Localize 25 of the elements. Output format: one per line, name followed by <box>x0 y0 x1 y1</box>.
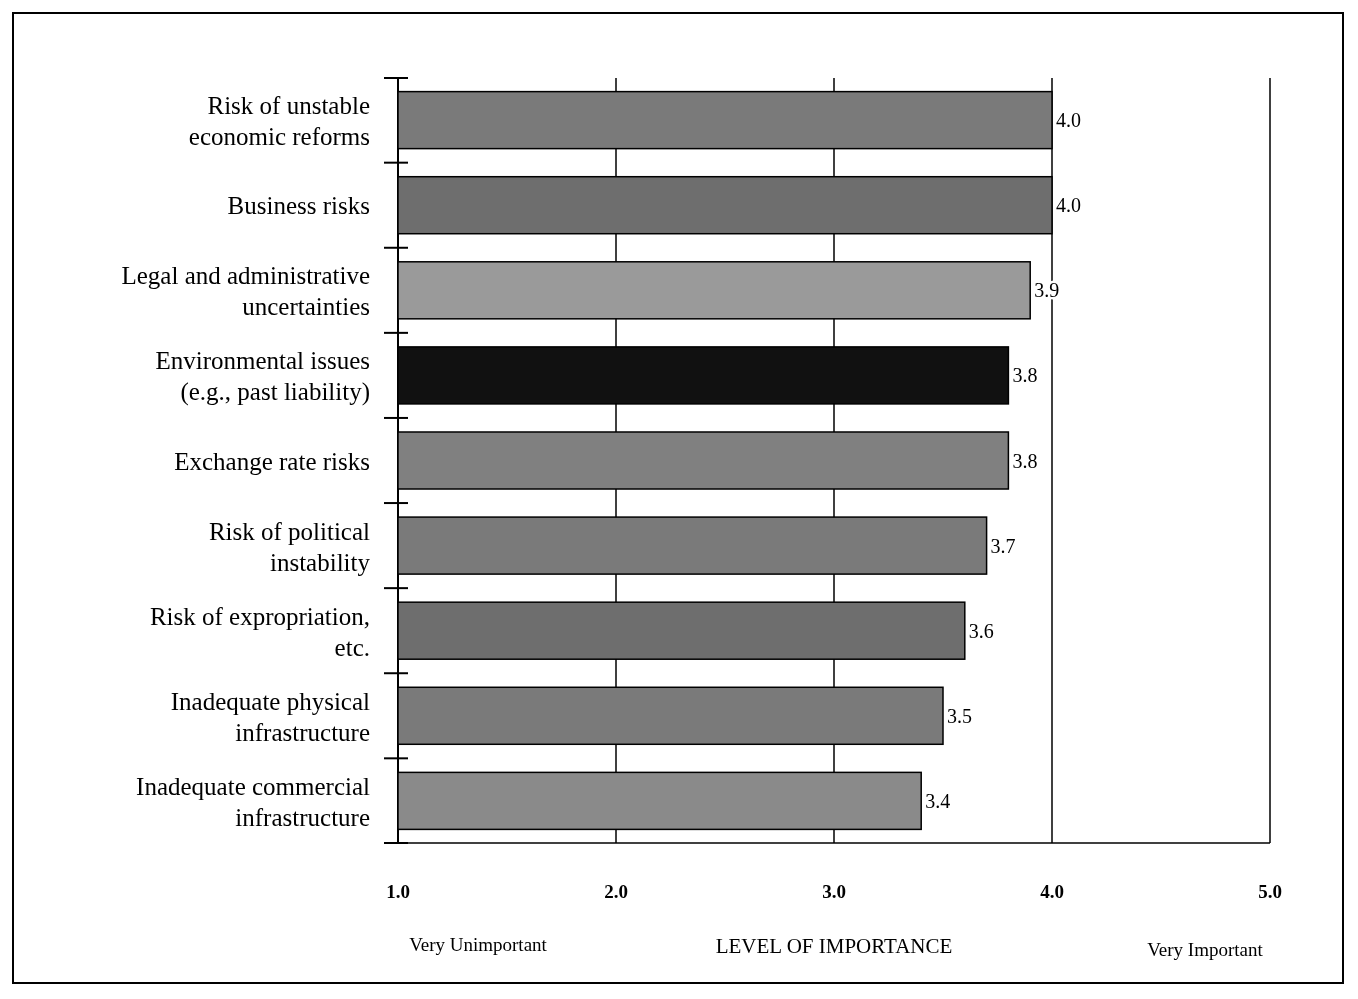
y-tick-label: Environmental issues (e.g., past liability) <box>155 346 370 406</box>
text: Very Important <box>1147 939 1264 960</box>
y-tick-label: Inadequate physical infrastructure <box>170 687 371 746</box>
x-tick-label: 5.0 <box>1258 881 1282 902</box>
data-label: 3.4 <box>925 789 951 812</box>
y-tick-label: Inadequate commercial infrastructure <box>136 772 371 831</box>
x-tick-label: 2.0 <box>604 881 628 902</box>
data-label: 4.0 <box>1056 194 1081 217</box>
x-axis-title: LEVEL OF IMPORTANCE <box>715 934 953 958</box>
y-tick-label: Business risks <box>227 191 370 219</box>
data-label: 3.7 <box>990 534 1016 557</box>
data-label: 3.8 <box>1012 364 1038 387</box>
x-tick-label: 4.0 <box>1040 881 1064 902</box>
data-label: 4.0 <box>1056 109 1081 132</box>
data-label: 3.8 <box>1012 449 1038 472</box>
data-label: 3.5 <box>947 704 972 727</box>
y-tick-label: Risk of expropriation, etc. <box>149 602 370 661</box>
y-tick-label: Risk of unstable economic reforms <box>188 91 370 150</box>
data-label: 3.6 <box>968 619 994 642</box>
y-tick-label: Exchange rate risks <box>174 447 370 474</box>
x-tick-label: 1.0 <box>386 881 410 902</box>
x-tick-label: 3.0 <box>822 881 846 902</box>
y-tick-label: Risk of political instability <box>208 517 371 576</box>
text: Very Unimportant <box>409 934 548 955</box>
y-tick-label: Legal and administrative uncertainties <box>121 261 370 320</box>
